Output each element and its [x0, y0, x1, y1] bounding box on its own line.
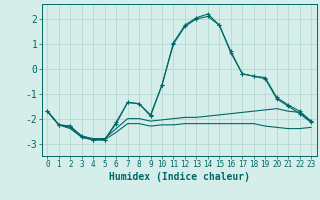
X-axis label: Humidex (Indice chaleur): Humidex (Indice chaleur): [109, 172, 250, 182]
